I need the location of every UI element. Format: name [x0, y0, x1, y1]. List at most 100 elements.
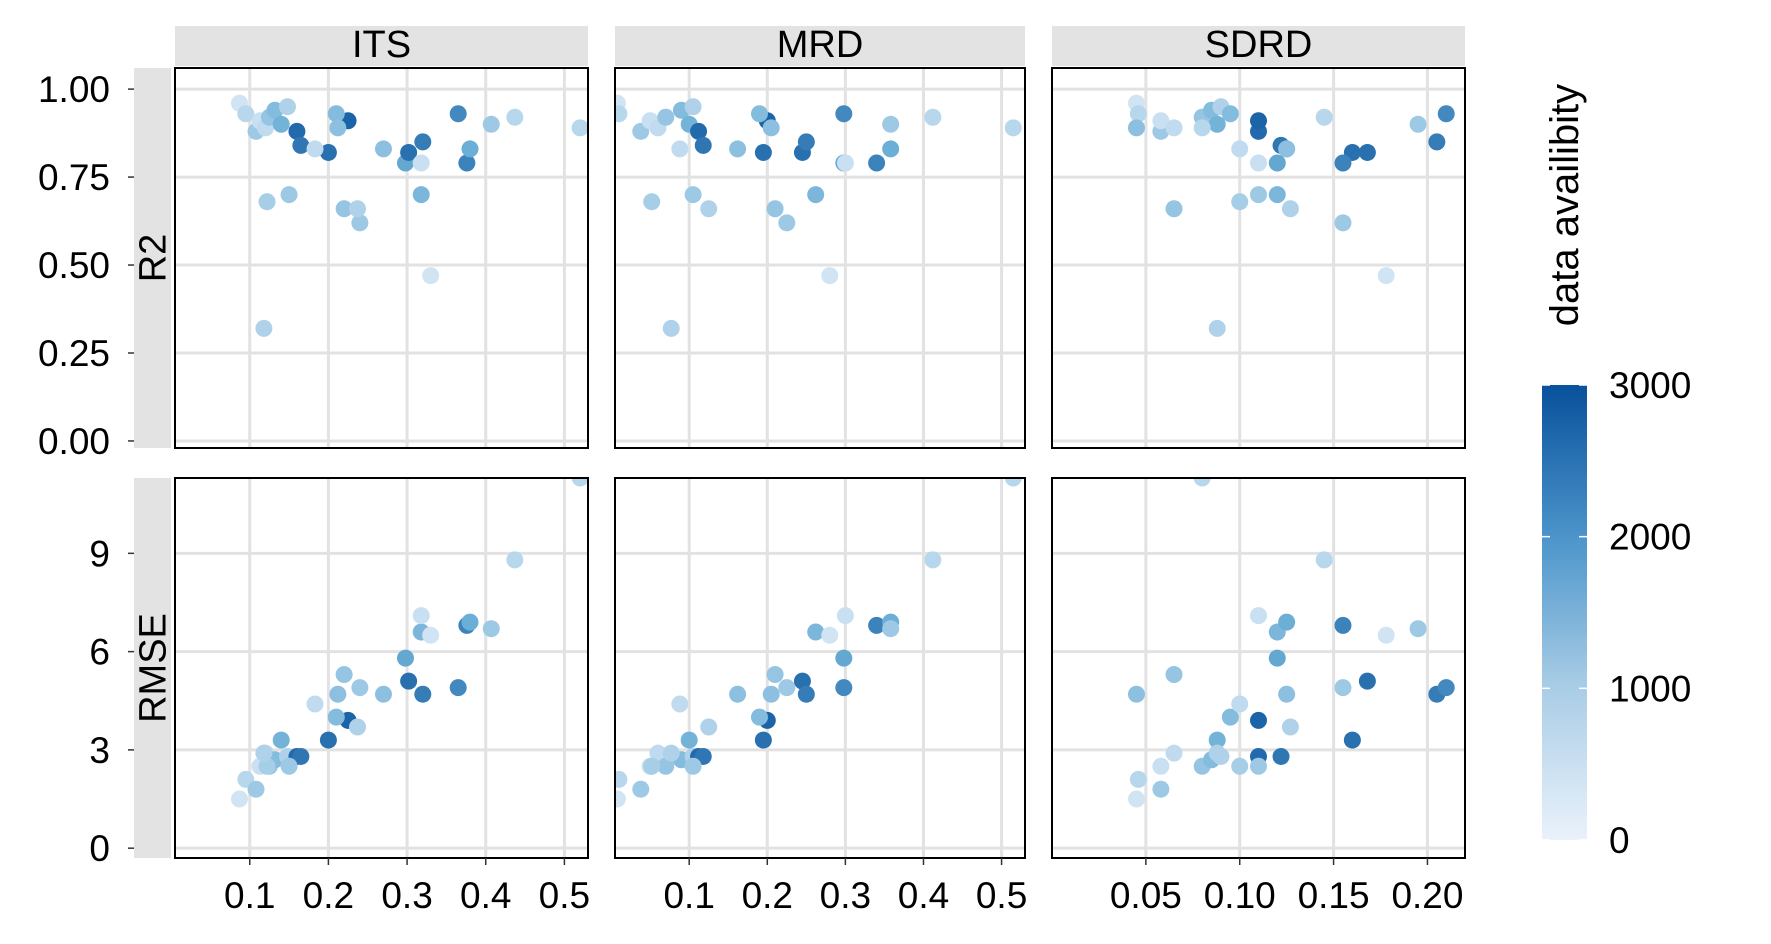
data-point: [1231, 695, 1249, 713]
panel-background: [615, 68, 1025, 448]
panel-border: [614, 67, 1026, 449]
data-point: [729, 685, 747, 703]
data-point: [657, 757, 675, 775]
data-point: [694, 136, 712, 154]
data-point: [1165, 666, 1183, 684]
data-point: [1221, 105, 1239, 123]
colorbar-tick-label: 0: [1609, 820, 1630, 861]
data-point: [1315, 108, 1333, 126]
data-point: [1278, 685, 1296, 703]
data-point: [1334, 616, 1352, 634]
data-point: [1278, 613, 1296, 631]
data-point: [1208, 115, 1226, 133]
data-point: [412, 154, 430, 172]
data-point: [835, 649, 853, 667]
panel-border: [174, 477, 589, 859]
data-point: [1343, 731, 1361, 749]
data-point: [671, 140, 689, 158]
colorbar: [1542, 385, 1587, 840]
data-point: [1377, 267, 1395, 285]
data-point: [882, 115, 900, 133]
data-point: [396, 649, 414, 667]
data-point: [412, 607, 430, 625]
x-tick-label: 0.5: [976, 875, 1027, 916]
points-group: [1127, 94, 1455, 337]
x-tick-label: 0.1: [663, 875, 714, 916]
data-point: [797, 685, 815, 703]
data-point: [400, 143, 418, 161]
data-point: [1358, 672, 1376, 690]
y-tick-label: 6: [89, 632, 110, 673]
y-tick-label: 0.25: [38, 333, 110, 374]
y-tick-label: 0.00: [38, 421, 110, 462]
data-point: [482, 115, 500, 133]
data-point: [1152, 780, 1170, 798]
data-point: [258, 193, 276, 211]
data-point: [649, 744, 667, 762]
data-point: [1193, 478, 1211, 487]
data-point: [258, 757, 276, 775]
x-tick-label: 0.4: [460, 875, 511, 916]
data-point: [1334, 214, 1352, 232]
data-point: [882, 140, 900, 158]
x-tick-label: 0.15: [1298, 875, 1370, 916]
data-point: [821, 626, 839, 644]
data-point: [231, 790, 249, 808]
data-point: [349, 200, 367, 218]
data-point: [247, 780, 265, 798]
data-point: [1129, 105, 1147, 123]
facet-label-its: ITS: [352, 24, 411, 66]
data-point: [807, 186, 825, 204]
data-point: [1004, 478, 1022, 487]
data-point: [319, 143, 337, 161]
panel-border: [174, 67, 589, 449]
colorbar-tick-label: 3000: [1609, 365, 1691, 406]
panel-border: [614, 477, 1026, 859]
data-point: [924, 551, 942, 569]
data-point: [835, 679, 853, 697]
data-point: [1437, 679, 1455, 697]
data-point: [319, 731, 337, 749]
panel-rmse-mrd: [614, 477, 1026, 859]
data-point: [750, 105, 768, 123]
data-point: [414, 685, 432, 703]
data-point: [280, 757, 298, 775]
data-point: [1281, 718, 1299, 736]
data-point: [1278, 140, 1296, 158]
data-point: [280, 186, 298, 204]
data-point: [1193, 119, 1211, 137]
data-point: [306, 140, 324, 158]
data-point: [1165, 744, 1183, 762]
panel-background: [1052, 478, 1465, 858]
facet-label-rmse: RMSE: [133, 613, 175, 723]
data-point: [835, 105, 853, 123]
data-point: [351, 679, 369, 697]
data-point: [643, 193, 661, 211]
data-point: [868, 616, 886, 634]
data-point: [335, 200, 353, 218]
data-point: [762, 685, 780, 703]
data-point: [461, 140, 479, 158]
data-point: [1165, 200, 1183, 218]
data-point: [422, 267, 440, 285]
data-point: [506, 551, 524, 569]
data-point: [449, 679, 467, 697]
facet-strip-sdrd: [1052, 26, 1465, 66]
y-tick-label: 0.75: [38, 157, 110, 198]
data-point: [766, 200, 784, 218]
data-point: [1437, 105, 1455, 123]
facet-strip-rmse: [134, 478, 171, 858]
data-point: [1231, 757, 1249, 775]
panel-border: [1051, 477, 1466, 859]
colorbar-tick-label: 2000: [1609, 517, 1691, 558]
y-tick-label: 0: [89, 828, 110, 869]
data-point: [615, 105, 628, 123]
data-point: [1250, 757, 1267, 775]
data-point: [1221, 708, 1239, 726]
data-point: [1281, 200, 1299, 218]
data-point: [335, 666, 353, 684]
data-point: [615, 770, 628, 788]
data-point: [272, 115, 290, 133]
y-tick-label: 1.00: [38, 69, 110, 110]
data-point: [1250, 154, 1267, 172]
